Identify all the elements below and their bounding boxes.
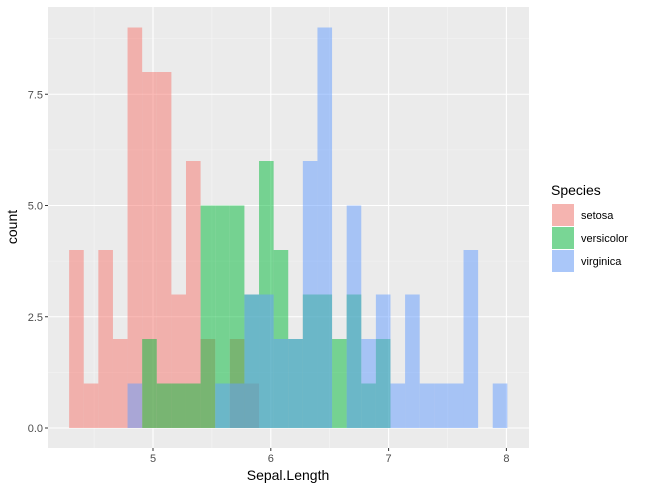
bar (83, 383, 99, 428)
bar (302, 161, 318, 428)
bar (332, 339, 347, 428)
x-tick-label: 5 (150, 453, 156, 465)
series-virginica (127, 27, 508, 428)
bar (419, 383, 435, 428)
y-tick-label: 7.5 (28, 89, 43, 101)
x-tick-label: 6 (268, 453, 274, 465)
legend-title: Species (551, 182, 601, 198)
bar (390, 383, 406, 428)
bar (171, 383, 186, 428)
bar (215, 383, 230, 428)
bar (492, 383, 508, 428)
x-tick-label: 8 (503, 453, 509, 465)
legend-label-versicolor: versicolor (581, 233, 628, 245)
bar (185, 383, 201, 428)
y-tick-label: 2.5 (28, 312, 43, 324)
bar (361, 339, 376, 428)
x-tick-label: 7 (386, 453, 392, 465)
bar (215, 205, 230, 428)
bar (273, 339, 289, 428)
bar (448, 383, 464, 428)
bar (405, 294, 420, 428)
bar (317, 27, 333, 428)
x-axis-title: Sepal.Length (247, 467, 330, 483)
bar (98, 250, 113, 428)
bar (288, 339, 303, 428)
legend-key-setosa (552, 204, 574, 226)
bar (69, 250, 84, 428)
histogram-bars (69, 27, 508, 428)
bar (244, 294, 260, 428)
y-axis: 0.0 2.5 5.0 7.5 (28, 89, 48, 435)
bar (200, 205, 216, 428)
bar (112, 339, 128, 428)
x-axis: 5 6 7 8 (150, 448, 509, 465)
bar (434, 383, 449, 428)
bar (346, 205, 362, 428)
y-axis-title: count (4, 210, 20, 244)
bar (259, 294, 274, 428)
bar (229, 383, 245, 428)
bar (142, 339, 157, 428)
y-tick-label: 0.0 (28, 423, 43, 435)
y-tick-label: 5.0 (28, 201, 43, 213)
bar (185, 161, 201, 428)
bar (229, 205, 245, 428)
bar (375, 294, 391, 428)
legend-key-virginica (552, 250, 574, 272)
bar (127, 27, 143, 428)
bar (156, 72, 172, 428)
bar (156, 383, 172, 428)
legend-key-versicolor (552, 227, 574, 249)
bar (127, 383, 143, 428)
legend-label-virginica: virginica (581, 256, 622, 268)
legend-label-setosa: setosa (581, 210, 614, 222)
legend: Species setosa versicolor virginica (551, 182, 628, 272)
bar (463, 250, 479, 428)
